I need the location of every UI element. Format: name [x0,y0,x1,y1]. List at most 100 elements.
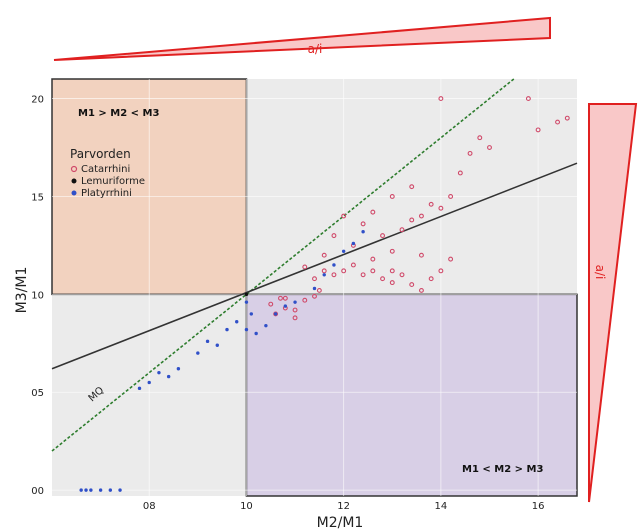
legend-label-catarrhini: Catarrhini [81,164,130,175]
reference-line-layer [51,78,578,452]
point-platyrrhini-17 [254,331,258,336]
point-catarrhini-45 [564,115,570,121]
point-platyrrhini-1 [84,488,88,492]
point-catarrhini-41 [487,145,492,150]
y-tick-label-2: 10 [31,290,44,301]
x-tick-label-4: 16 [532,501,545,512]
legend: Parvorden Catarrhini Lemuriforme Platyrr… [70,147,145,199]
legend-title: Parvorden [70,147,131,161]
point-catarrhini-39 [467,150,473,156]
point-catarrhini-26 [399,227,405,233]
point-platyrrhini-10 [176,367,181,371]
legend-label-lemuriforme: Lemuriforme [81,176,145,187]
point-platyrrhini-16 [244,327,249,332]
point-platyrrhini-26 [351,241,356,246]
point-catarrhini-40 [477,135,483,141]
point-platyrrhini-9 [166,374,171,379]
point-catarrhini-38 [457,170,463,176]
point-catarrhini-17 [399,272,405,278]
point-catarrhini-6 [312,293,317,299]
point-platyrrhini-22 [312,286,317,291]
point-platyrrhini-2 [89,488,93,492]
point-platyrrhini-23 [322,273,326,277]
y-tick-label-3: 15 [31,192,44,203]
point-catarrhini-29 [428,201,434,207]
point-catarrhini-24 [389,248,395,254]
point-platyrrhini-27 [361,230,365,234]
right-wedge-a-i [588,103,638,503]
point-catarrhini-9 [321,268,327,274]
point-catarrhini-14 [370,268,376,274]
point-platyrrhini-24 [332,263,336,267]
point-platyrrhini-29 [249,312,254,316]
point-catarrhini-8 [312,276,317,282]
point-platyrrhini-0 [79,488,83,492]
point-catarrhini-47 [409,184,415,190]
point-platyrrhini-3 [98,488,103,492]
point-catarrhini-4 [292,307,298,313]
point-catarrhini-1 [278,295,283,301]
point-catarrhini-30 [438,205,444,211]
point-catarrhini-49 [302,264,308,270]
point-catarrhini-52 [282,295,288,301]
point-catarrhini-48 [321,252,327,258]
point-platyrrhini-7 [147,380,151,385]
region-label-upper-left: M1 > M2 < M3 [78,108,159,119]
point-platyrrhini-19 [273,312,278,316]
point-platyrrhini-18 [264,323,268,328]
x-axis-label: M2/M1 [317,515,364,531]
point-catarrhini-50 [389,268,395,274]
point-catarrhini-0 [268,301,274,307]
point-platyrrhini-20 [283,304,288,308]
point-catarrhini-16 [389,280,395,286]
point-catarrhini-43 [525,96,531,102]
point-lemuriforme-0 [244,292,249,297]
legend-marker-catarrhini [70,165,78,173]
point-catarrhini-12 [350,262,356,268]
point-catarrhini-33 [370,209,376,215]
point-catarrhini-51 [370,256,376,262]
x-tick-label-2: 12 [337,501,350,512]
point-catarrhini-53 [273,311,279,317]
point-platyrrhini-6 [137,386,142,391]
y-tick-label-1: 05 [31,388,44,399]
right-wedge-label: a/i [593,265,607,280]
y-tick-label-4: 20 [31,95,44,106]
point-catarrhini-42 [438,96,444,102]
point-catarrhini-25 [380,233,386,239]
legend-marker-platyrrhini [71,190,77,196]
point-platyrrhini-15 [235,320,239,324]
point-platyrrhini-25 [341,249,346,253]
point-platyrrhini-13 [215,343,219,347]
mq-reference-line [51,78,515,452]
point-catarrhini-27 [409,217,415,223]
x-tick-label-3: 14 [435,501,448,512]
point-catarrhini-20 [428,276,434,282]
point-catarrhini-21 [438,268,444,274]
point-catarrhini-35 [341,213,347,219]
point-catarrhini-5 [302,297,308,303]
point-platyrrhini-12 [205,339,210,344]
point-platyrrhini-11 [196,351,200,355]
point-catarrhini-11 [341,268,347,274]
x-tick-label-1: 10 [240,501,253,512]
point-platyrrhini-4 [108,488,113,492]
legend-marker-lemuriforme [71,178,77,184]
region-label-lower-right: M1 < M2 > M3 [462,464,543,475]
point-catarrhini-15 [380,276,386,282]
point-catarrhini-13 [360,272,366,278]
point-catarrhini-7 [316,287,322,293]
point-catarrhini-31 [448,194,454,199]
point-platyrrhini-14 [225,327,229,332]
tick-layer: 08 10 12 14 16 00 05 10 15 20 [31,95,544,512]
point-catarrhini-32 [389,194,395,199]
point-platyrrhini-28 [244,300,249,304]
point-catarrhini-10 [331,272,337,278]
point-catarrhini-23 [418,252,424,258]
x-tick-label-0: 08 [143,501,156,512]
y-axis-label: M3/M1 [14,267,30,314]
point-platyrrhini-5 [118,488,122,492]
isometry-line [51,162,578,370]
top-wedge-a-i [53,16,551,61]
